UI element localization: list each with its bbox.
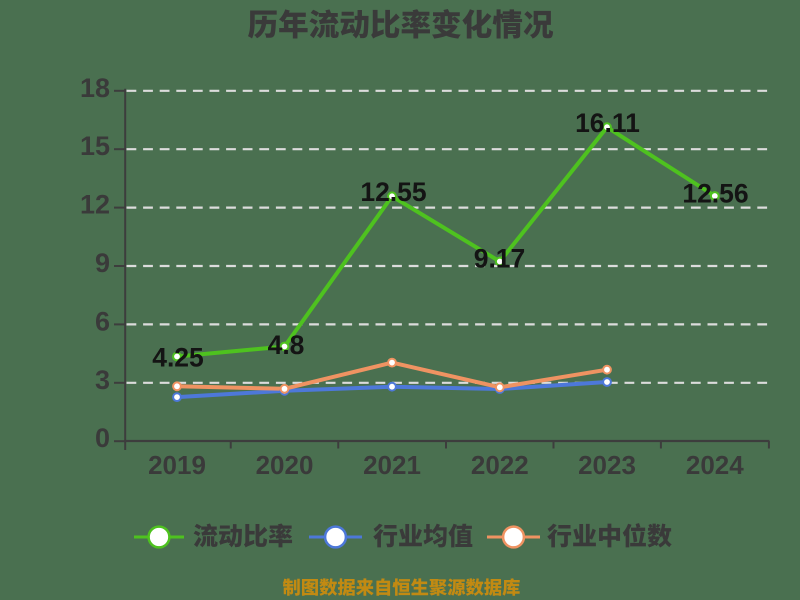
svg-text:6: 6	[95, 306, 110, 336]
svg-text:18: 18	[80, 73, 110, 103]
svg-text:9.17: 9.17	[474, 244, 526, 274]
svg-text:4.25: 4.25	[152, 343, 204, 373]
svg-text:12: 12	[80, 190, 110, 220]
svg-text:2019: 2019	[148, 450, 206, 480]
svg-text:0: 0	[95, 423, 110, 453]
svg-text:12.55: 12.55	[360, 177, 426, 207]
svg-text:12.56: 12.56	[682, 178, 748, 208]
svg-text:2023: 2023	[578, 450, 636, 480]
svg-text:4.8: 4.8	[268, 330, 305, 360]
svg-text:2022: 2022	[471, 450, 529, 480]
svg-text:16.11: 16.11	[575, 108, 640, 138]
svg-text:2020: 2020	[256, 450, 314, 480]
svg-text:2021: 2021	[363, 450, 421, 480]
svg-text:9: 9	[95, 248, 110, 278]
svg-text:3: 3	[95, 365, 110, 395]
svg-text:2024: 2024	[686, 450, 744, 480]
svg-text:15: 15	[80, 131, 110, 161]
